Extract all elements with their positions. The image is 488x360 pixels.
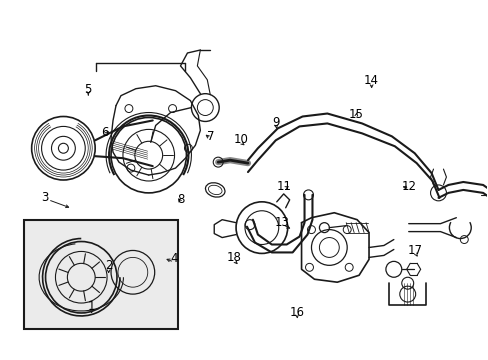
Text: 14: 14: [364, 74, 378, 87]
Text: 15: 15: [348, 108, 363, 121]
Text: 8: 8: [176, 193, 184, 206]
Text: 2: 2: [104, 259, 112, 272]
Text: 9: 9: [272, 116, 279, 129]
Text: 17: 17: [407, 244, 422, 257]
FancyBboxPatch shape: [24, 220, 177, 329]
Text: 11: 11: [276, 180, 291, 193]
Text: 10: 10: [233, 134, 247, 147]
Text: 6: 6: [102, 126, 109, 139]
Text: 4: 4: [170, 252, 178, 265]
Text: 3: 3: [41, 191, 48, 204]
Text: 5: 5: [84, 84, 92, 96]
Text: 1: 1: [88, 300, 95, 313]
Text: 12: 12: [401, 180, 416, 193]
Text: 13: 13: [274, 216, 289, 229]
Text: 18: 18: [226, 251, 241, 264]
Text: 16: 16: [289, 306, 304, 319]
Text: 7: 7: [206, 130, 214, 143]
